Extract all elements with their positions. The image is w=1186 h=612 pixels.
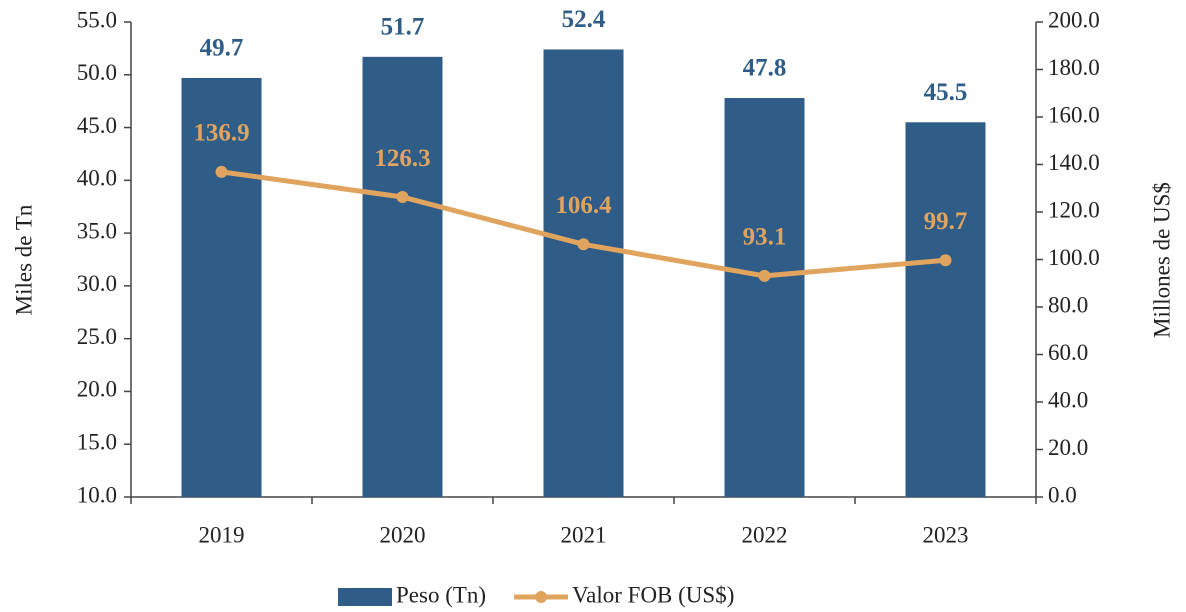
y-tick-label: 25.0 (77, 324, 117, 349)
y2-tick-label: 160.0 (1048, 102, 1100, 127)
bar (362, 56, 443, 497)
x-tick-label: 2022 (742, 522, 788, 547)
y2-tick-label: 200.0 (1048, 7, 1100, 32)
y-tick-label: 40.0 (77, 166, 117, 191)
line-value-label: 106.4 (555, 192, 612, 219)
y-tick-label: 20.0 (77, 377, 117, 402)
x-tick-label: 2019 (199, 522, 245, 547)
y-tick-label: 15.0 (77, 430, 117, 455)
line-point (758, 269, 771, 282)
y2-tick-label: 100.0 (1048, 245, 1100, 270)
line-point (215, 165, 228, 178)
y-tick-label: 55.0 (77, 7, 117, 32)
bar (543, 49, 624, 497)
line-point (577, 238, 590, 251)
y2-tick-label: 20.0 (1048, 435, 1088, 460)
y2-tick-label: 0.0 (1048, 482, 1077, 507)
bar-value-label: 52.4 (562, 6, 606, 33)
y2-tick-label: 140.0 (1048, 150, 1100, 175)
y2-tick-label: 60.0 (1048, 340, 1088, 365)
bar (905, 122, 986, 498)
y2-tick-label: 40.0 (1048, 387, 1088, 412)
bar (724, 98, 805, 497)
y2-tick-label: 120.0 (1048, 197, 1100, 222)
y-tick-label: 50.0 (77, 60, 117, 85)
x-tick-label: 2023 (923, 522, 969, 547)
y-tick-label: 30.0 (77, 271, 117, 296)
bar-value-label: 47.8 (743, 55, 787, 82)
y-tick-label: 10.0 (77, 482, 117, 507)
x-tick-label: 2020 (380, 522, 426, 547)
bar (181, 77, 262, 497)
y2-tick-label: 80.0 (1048, 292, 1088, 317)
legend-label: Peso (Tn) (396, 582, 486, 607)
line-value-label: 93.1 (743, 224, 787, 251)
y2-axis-title: Millones de US$ (1149, 182, 1174, 338)
line-value-label: 99.7 (924, 208, 968, 235)
line-point (939, 254, 952, 267)
y-tick-label: 45.0 (77, 113, 117, 138)
bar-value-label: 49.7 (200, 35, 244, 62)
legend-label: Valor FOB (US$) (572, 582, 734, 607)
line-point (396, 191, 409, 204)
legend-swatch-point (535, 591, 548, 603)
bar-value-label: 45.5 (924, 79, 968, 106)
y-tick-label: 35.0 (77, 218, 117, 243)
y-axis-title: Miles de Tn (11, 204, 36, 315)
x-tick-label: 2021 (561, 522, 607, 547)
bar-value-label: 51.7 (381, 14, 425, 41)
y2-tick-label: 180.0 (1048, 55, 1100, 80)
line-value-label: 136.9 (193, 120, 249, 147)
legend-swatch (338, 588, 392, 606)
line-value-label: 126.3 (374, 145, 430, 172)
